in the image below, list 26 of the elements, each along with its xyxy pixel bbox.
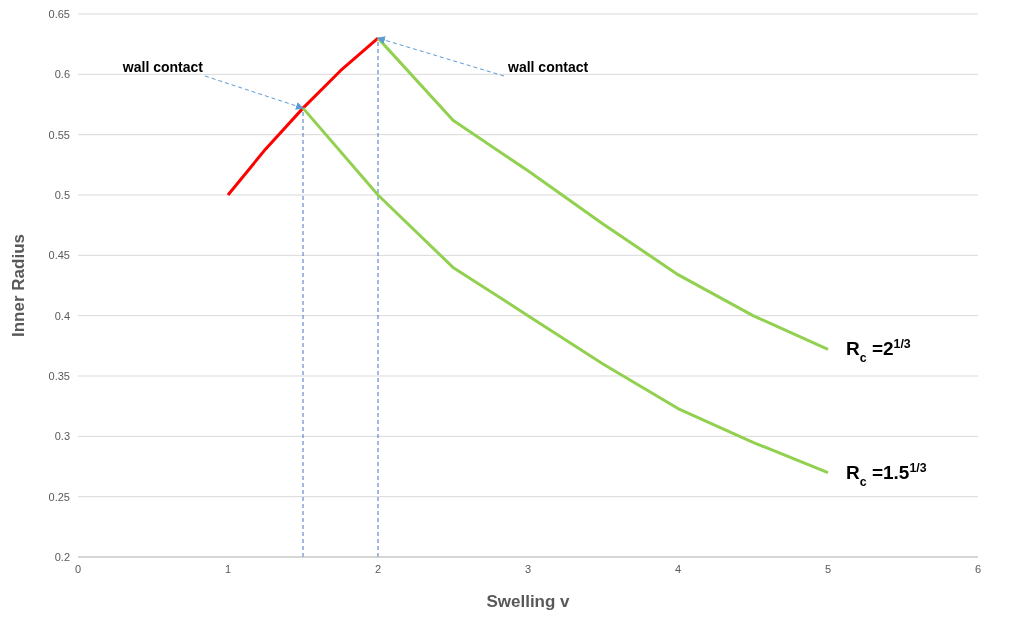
series-label: R$_{c}$ =1.5$^{1/3}$	[846, 460, 927, 489]
x-tick-label: 1	[224, 562, 232, 575]
y-tick-label: 0.25	[48, 490, 70, 503]
line-series	[376, 36, 830, 351]
y-tick-label: 0.4	[54, 309, 70, 322]
x-tick-label: 6	[974, 562, 982, 575]
y-axis-title: Inner Radius	[9, 234, 29, 337]
x-tick-label: 5	[824, 562, 832, 575]
annotation: wall contact	[121, 59, 204, 75]
series-label: R$_{c}$ =2$^{1/3}$	[846, 337, 911, 366]
y-tick-label: 0.65	[48, 7, 70, 20]
x-axis-title: Swelling v	[486, 592, 571, 611]
annotation: wall contact	[507, 59, 589, 75]
y-tick-label: 0.45	[48, 249, 70, 262]
y-tick-label: 0.5	[54, 188, 70, 201]
line-series	[301, 106, 830, 475]
y-tick-label: 0.3	[54, 430, 70, 443]
x-tick-label: 4	[674, 562, 682, 575]
y-tick-label: 0.6	[54, 68, 70, 81]
y-tick-label: 0.55	[48, 128, 70, 141]
x-tick-label: 3	[524, 562, 532, 575]
x-tick-label: 0	[74, 562, 82, 575]
x-tick-label: 2	[374, 562, 382, 575]
y-tick-label: 0.35	[48, 369, 70, 382]
line-series	[226, 36, 380, 197]
y-tick-label: 0.2	[54, 550, 70, 563]
